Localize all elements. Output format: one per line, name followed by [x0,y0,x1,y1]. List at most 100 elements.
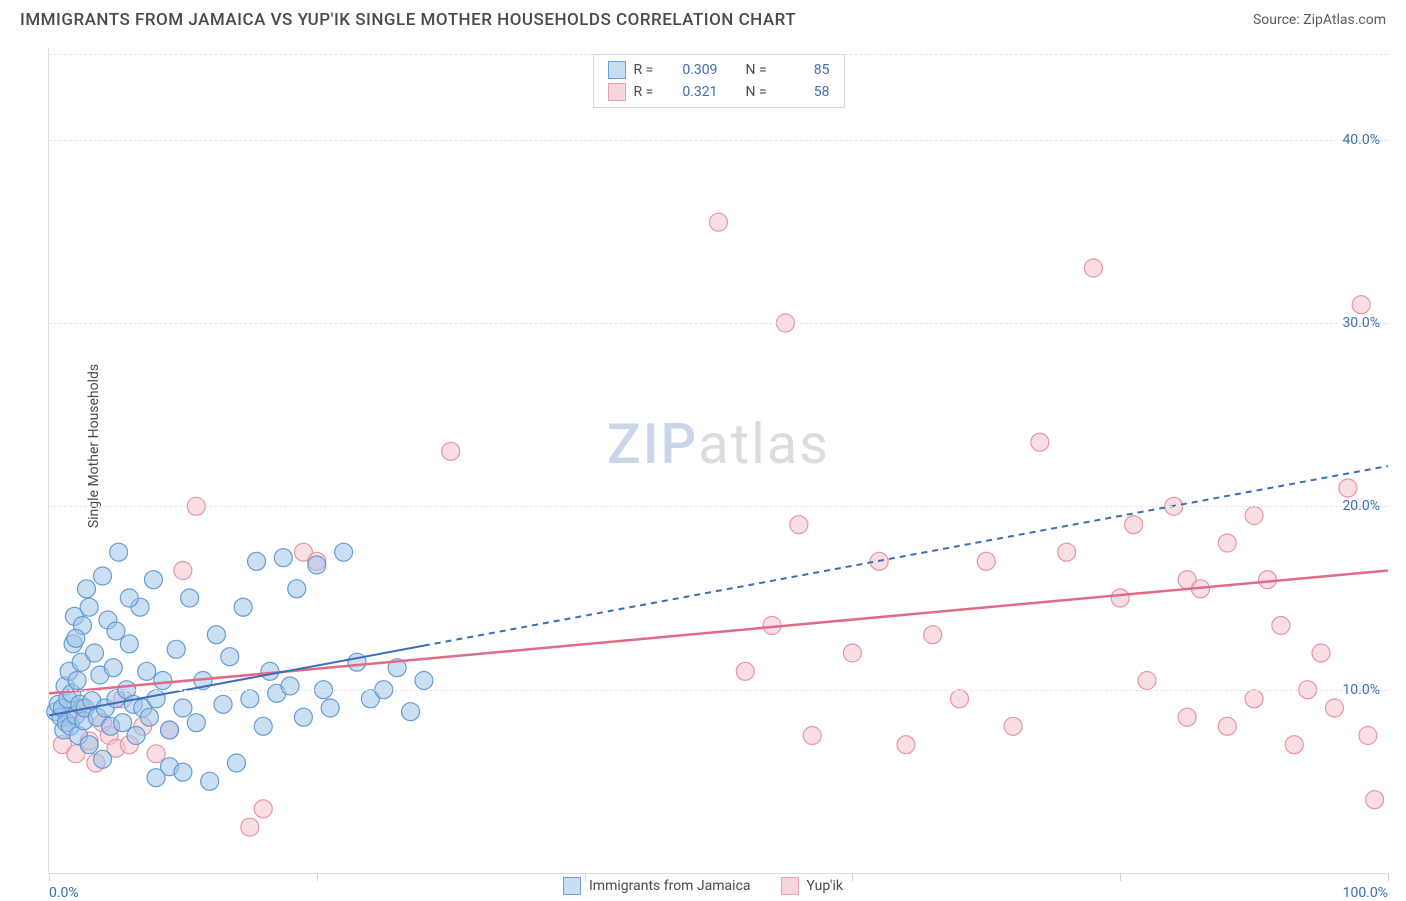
data-point [104,659,122,677]
data-point [1111,589,1129,607]
data-point [107,622,125,640]
n-label: N = [746,84,774,100]
data-point [1138,672,1156,690]
data-point [167,640,185,658]
data-point [442,442,460,460]
legend-item-jamaica: Immigrants from Jamaica [563,877,751,895]
data-point [415,672,433,690]
n-value-jamaica: 85 [782,62,830,78]
data-point [1359,727,1377,745]
data-point [241,818,259,836]
legend-swatch-jamaica [563,877,581,895]
legend-item-yupik: Yup'ik [781,877,843,895]
data-point [154,672,172,690]
data-point [736,662,754,680]
data-point [897,736,915,754]
data-point [1366,791,1384,809]
legend-swatch-jamaica [608,61,626,79]
data-point [234,598,252,616]
legend-swatch-yupik [781,877,799,895]
r-label: R = [634,62,662,78]
trendline-yupik [49,571,1388,694]
data-point [843,644,861,662]
data-point [201,772,219,790]
data-point [1004,717,1022,735]
x-tick [1120,873,1121,881]
data-point [1245,507,1263,525]
data-point [241,690,259,708]
data-point [1325,699,1343,717]
gridline [49,690,1388,691]
n-label: N = [746,62,774,78]
x-tick [49,873,50,881]
data-point [335,543,353,561]
data-point [207,626,225,644]
scatter-chart: ZIPatlas R = 0.309 N = 85 R = 0.321 N = … [48,48,1388,874]
data-point [174,562,192,580]
data-point [790,516,808,534]
x-tick [1388,873,1389,881]
data-point [254,717,272,735]
legend-stats-row: R = 0.309 N = 85 [594,59,844,81]
data-point [1339,479,1357,497]
data-point [803,727,821,745]
data-point [1245,690,1263,708]
chart-title: IMMIGRANTS FROM JAMAICA VS YUP'IK SINGLE… [20,10,796,30]
source-attribution: Source: ZipAtlas.com [1253,12,1386,28]
data-point [1031,433,1049,451]
data-point [1218,534,1236,552]
data-point [321,699,339,717]
data-point [127,727,145,745]
data-point [77,580,95,598]
data-point [1352,296,1370,314]
data-point [114,714,132,732]
data-point [248,552,266,570]
data-point [147,745,165,763]
data-point [221,648,239,666]
legend-bottom: Immigrants from Jamaica Yup'ik [563,877,843,895]
gridline [49,140,1388,141]
data-point [710,213,728,231]
data-point [294,708,312,726]
data-point [187,714,205,732]
data-point [1285,736,1303,754]
legend-stats-box: R = 0.309 N = 85 R = 0.321 N = 58 [593,54,845,108]
data-point [94,750,112,768]
data-point [80,598,98,616]
data-point [214,695,232,713]
y-tick-label: 40.0% [1342,132,1380,148]
data-point [288,580,306,598]
trendline-jamaica-dashed [424,466,1388,646]
data-point [1312,644,1330,662]
data-point [144,571,162,589]
data-point [1058,543,1076,561]
data-point [120,635,138,653]
data-point [281,677,299,695]
data-point [147,690,165,708]
source-prefix: Source: [1253,12,1303,28]
data-point [86,644,104,662]
data-point [254,800,272,818]
data-point [1178,708,1196,726]
source-link[interactable]: ZipAtlas.com [1303,12,1386,28]
data-point [161,721,179,739]
data-point [348,653,366,671]
data-point [174,763,192,781]
r-label: R = [634,84,662,100]
x-tick [852,873,853,881]
data-point [174,699,192,717]
gridline [49,506,1388,507]
data-point [227,754,245,772]
n-value-yupik: 58 [782,84,830,100]
data-point [924,626,942,644]
data-point [274,549,292,567]
data-point [80,736,98,754]
data-point [140,708,158,726]
r-value-jamaica: 0.309 [670,62,718,78]
data-point [120,589,138,607]
data-point [181,589,199,607]
data-point [67,629,85,647]
x-tick [317,873,318,881]
legend-swatch-yupik [608,83,626,101]
data-point [1272,617,1290,635]
